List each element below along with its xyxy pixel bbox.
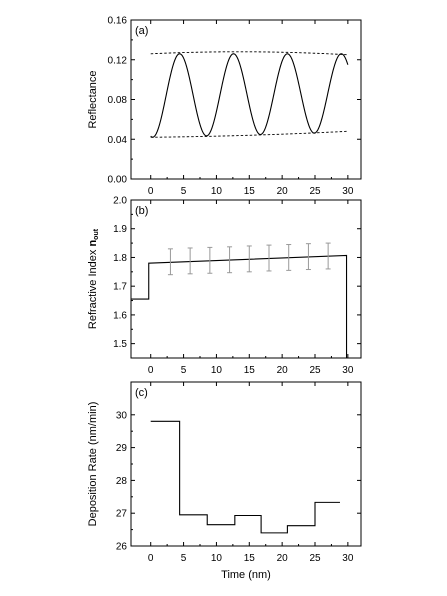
y-tick-label: 0.12 bbox=[108, 55, 128, 66]
y-tick-label: 30 bbox=[116, 410, 128, 421]
data-line bbox=[150, 53, 349, 138]
y-axis-label: Refractive Index nout bbox=[87, 228, 100, 329]
x-tick-label: 20 bbox=[277, 553, 289, 564]
y-axis-label: Deposition Rate (nm/min) bbox=[87, 402, 99, 527]
envelope-curve bbox=[150, 51, 348, 56]
y-tick-label: 1.5 bbox=[113, 339, 127, 350]
y-tick-label: 1.7 bbox=[113, 282, 127, 293]
y-tick-label: 1.8 bbox=[113, 253, 127, 264]
y-axis-label-text: Refractive Index bbox=[87, 247, 99, 330]
y-tick-label: 27 bbox=[116, 509, 128, 520]
x-tick-label: 10 bbox=[211, 553, 223, 564]
x-tick-label: 5 bbox=[181, 186, 187, 197]
panel-label: (b) bbox=[135, 205, 148, 217]
x-tick-label: 20 bbox=[277, 186, 289, 197]
panel-b: 0 5 10 15 20 25 30 1.5 1.6 1.7 1.8 1.9 2.0 (b) Refract… bbox=[87, 196, 362, 376]
y-tick-label: 1.9 bbox=[113, 224, 127, 235]
x-axis-label: Time (nm) bbox=[221, 569, 271, 581]
panel-label: (c) bbox=[135, 387, 148, 399]
x-tick-label: 10 bbox=[211, 365, 223, 376]
panel-a: 0 5 10 15 20 25 30 0.00 0.04 0.08 0.12 0.16 (a) Refle… bbox=[87, 16, 362, 197]
y-tick-label: 0.08 bbox=[108, 95, 128, 106]
data-line bbox=[131, 254, 348, 358]
x-tick-label: 0 bbox=[148, 553, 154, 564]
x-tick-label: 15 bbox=[244, 186, 256, 197]
plot-frame bbox=[130, 199, 362, 359]
y-axis-label-subscript: out bbox=[93, 228, 100, 240]
x-tick-label: 5 bbox=[181, 553, 187, 564]
x-tick-label: 30 bbox=[342, 553, 354, 564]
y-tick-label: 26 bbox=[116, 542, 128, 553]
y-tick-label: 29 bbox=[116, 443, 128, 454]
y-axis-label-symbol: n bbox=[87, 240, 99, 247]
x-tick-label: 15 bbox=[244, 365, 256, 376]
envelope-curve bbox=[150, 130, 348, 138]
x-tick-label: 30 bbox=[342, 186, 354, 197]
y-tick-label: 0.04 bbox=[108, 135, 128, 146]
x-tick-label: 15 bbox=[244, 553, 256, 564]
x-tick-label: 0 bbox=[148, 365, 154, 376]
y-tick-label: 0.16 bbox=[108, 16, 128, 27]
y-tick-label: 0.00 bbox=[108, 175, 128, 186]
y-axis-label: Reflectance bbox=[87, 70, 99, 128]
x-tick-label: 5 bbox=[181, 365, 187, 376]
x-tick-label: 0 bbox=[148, 186, 154, 197]
plot-frame bbox=[130, 381, 362, 547]
x-tick-label: 25 bbox=[309, 365, 321, 376]
x-tick-label: 20 bbox=[277, 365, 289, 376]
panel-label: (a) bbox=[135, 25, 148, 37]
x-tick-label: 30 bbox=[342, 365, 354, 376]
x-tick-label: 25 bbox=[309, 553, 321, 564]
x-tick-label: 25 bbox=[309, 186, 321, 197]
y-tick-label: 28 bbox=[116, 476, 128, 487]
panel-c: 0 5 10 15 20 25 30 26 27 28 29 30 (c) Deposition Rate… bbox=[87, 381, 362, 564]
y-tick-label: 1.6 bbox=[113, 310, 127, 321]
data-line bbox=[150, 420, 340, 534]
x-tick-label: 10 bbox=[211, 186, 223, 197]
y-tick-label: 2.0 bbox=[113, 196, 127, 207]
